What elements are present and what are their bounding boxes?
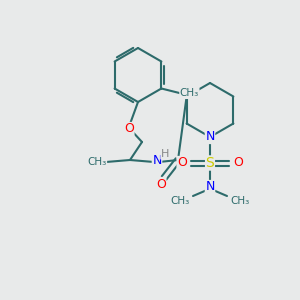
Text: O: O: [233, 157, 243, 169]
Text: O: O: [156, 178, 166, 190]
Text: CH₃: CH₃: [180, 88, 199, 98]
Text: S: S: [206, 156, 214, 170]
Text: O: O: [124, 122, 134, 136]
Text: O: O: [177, 157, 187, 169]
Text: CH₃: CH₃: [170, 196, 190, 206]
Text: N: N: [205, 181, 215, 194]
Text: CH₃: CH₃: [87, 157, 106, 167]
Text: CH₃: CH₃: [230, 196, 250, 206]
Text: N: N: [152, 154, 162, 166]
Text: N: N: [205, 130, 215, 143]
Text: H: H: [161, 149, 169, 159]
